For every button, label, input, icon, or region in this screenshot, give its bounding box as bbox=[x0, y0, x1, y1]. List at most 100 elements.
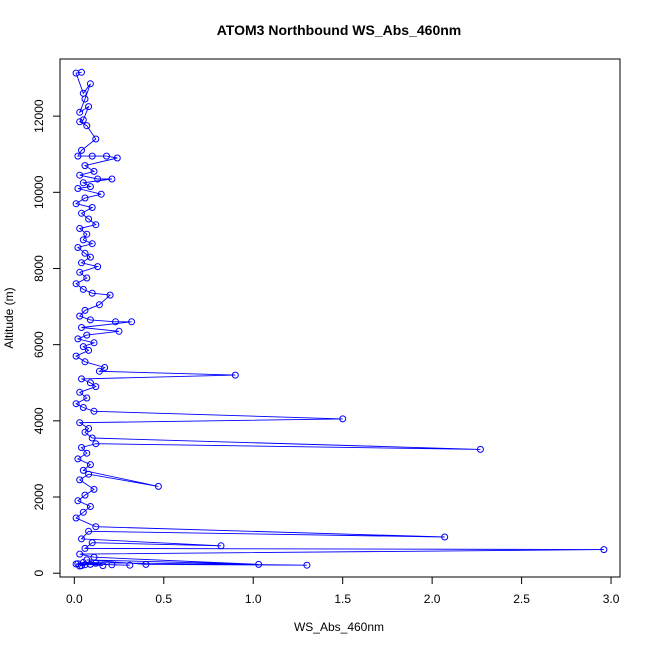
data-point bbox=[88, 434, 96, 442]
data-point bbox=[85, 215, 93, 223]
x-tick-label: 0.0 bbox=[66, 592, 83, 606]
data-point bbox=[76, 108, 84, 116]
data-point bbox=[94, 263, 102, 271]
data-point bbox=[83, 274, 91, 282]
x-tick-label: 2.5 bbox=[513, 592, 530, 606]
y-tick-label: 6000 bbox=[32, 331, 46, 358]
data-point bbox=[81, 249, 89, 257]
data-point bbox=[86, 183, 94, 191]
data-point bbox=[81, 561, 89, 569]
data-point bbox=[88, 152, 96, 160]
data-point bbox=[217, 542, 225, 550]
x-tick-label: 1.5 bbox=[334, 592, 351, 606]
data-point bbox=[76, 419, 84, 427]
data-point bbox=[101, 364, 109, 371]
data-point bbox=[81, 162, 89, 170]
series-layer bbox=[72, 68, 608, 570]
data-point bbox=[76, 268, 84, 276]
data-point bbox=[79, 236, 87, 244]
data-point bbox=[92, 523, 100, 531]
data-point bbox=[76, 476, 84, 484]
data-point bbox=[76, 118, 84, 126]
data-point bbox=[83, 449, 91, 457]
x-axis: 0.0 0.5 1.0 1.5 2.0 2.5 3.0 bbox=[66, 577, 620, 606]
y-tick-label: 10000 bbox=[32, 175, 46, 209]
data-point bbox=[76, 388, 84, 396]
data-point bbox=[112, 318, 119, 326]
data-point bbox=[72, 514, 80, 522]
data-point bbox=[97, 190, 105, 198]
data-point bbox=[92, 135, 100, 143]
data-point bbox=[85, 103, 93, 111]
data-point bbox=[76, 225, 84, 232]
data-point bbox=[79, 343, 87, 351]
data-point bbox=[90, 485, 98, 493]
data-point bbox=[78, 444, 85, 451]
data-point bbox=[74, 497, 82, 505]
data-point bbox=[126, 561, 134, 569]
data-point bbox=[72, 560, 80, 568]
data-point bbox=[85, 346, 93, 354]
data-point bbox=[94, 175, 102, 183]
data-point bbox=[79, 285, 87, 293]
data-point bbox=[74, 335, 82, 343]
data-point bbox=[86, 461, 94, 469]
data-point bbox=[90, 553, 98, 561]
data-point bbox=[86, 379, 94, 387]
data-point bbox=[85, 527, 93, 535]
data-point bbox=[78, 324, 85, 331]
data-point bbox=[78, 146, 85, 154]
data-point bbox=[86, 253, 94, 261]
data-point bbox=[79, 179, 87, 187]
data-point bbox=[72, 352, 80, 360]
data-point bbox=[92, 383, 100, 391]
data-point bbox=[78, 68, 85, 76]
y-axis-label: Altitude (m) bbox=[2, 287, 16, 348]
data-point bbox=[88, 539, 96, 547]
data-point bbox=[79, 508, 87, 516]
data-point bbox=[72, 280, 80, 288]
data-point bbox=[78, 259, 85, 267]
data-point bbox=[103, 152, 110, 160]
data-point bbox=[72, 69, 80, 77]
data-point bbox=[81, 428, 89, 436]
plot-frame bbox=[59, 58, 621, 578]
y-axis: 0 2000 4000 6000 8000 10000 12000 bbox=[32, 99, 60, 577]
data-point bbox=[86, 316, 94, 324]
data-point bbox=[92, 440, 100, 448]
data-point bbox=[441, 533, 449, 541]
data-point bbox=[113, 154, 121, 162]
data-point bbox=[95, 301, 103, 309]
data-point bbox=[79, 466, 87, 474]
data-point bbox=[142, 560, 150, 568]
data-point bbox=[88, 240, 96, 248]
x-axis-label: WS_Abs_460nm bbox=[294, 620, 384, 634]
y-tick-label: 12000 bbox=[32, 99, 46, 133]
data-point bbox=[154, 482, 162, 490]
data-point bbox=[81, 194, 89, 202]
y-tick-label: 8000 bbox=[32, 255, 46, 282]
x-tick-label: 3.0 bbox=[603, 592, 620, 606]
data-point bbox=[90, 339, 98, 347]
data-point bbox=[106, 291, 114, 299]
data-point bbox=[83, 394, 91, 402]
data-point bbox=[88, 289, 96, 297]
data-point bbox=[74, 152, 82, 160]
data-point bbox=[74, 455, 82, 463]
data-point bbox=[90, 167, 98, 175]
data-point bbox=[72, 200, 80, 208]
data-point bbox=[86, 80, 94, 88]
data-point bbox=[108, 561, 116, 569]
y-tick-label: 0 bbox=[32, 570, 46, 577]
data-point bbox=[81, 491, 89, 499]
data-point bbox=[339, 415, 347, 423]
data-point bbox=[81, 95, 89, 103]
data-point bbox=[92, 221, 100, 229]
y-tick-label: 4000 bbox=[32, 407, 46, 434]
data-point bbox=[78, 209, 85, 217]
data-point bbox=[115, 327, 123, 335]
data-point bbox=[74, 244, 82, 251]
data-point bbox=[303, 561, 311, 569]
data-point bbox=[476, 445, 484, 453]
